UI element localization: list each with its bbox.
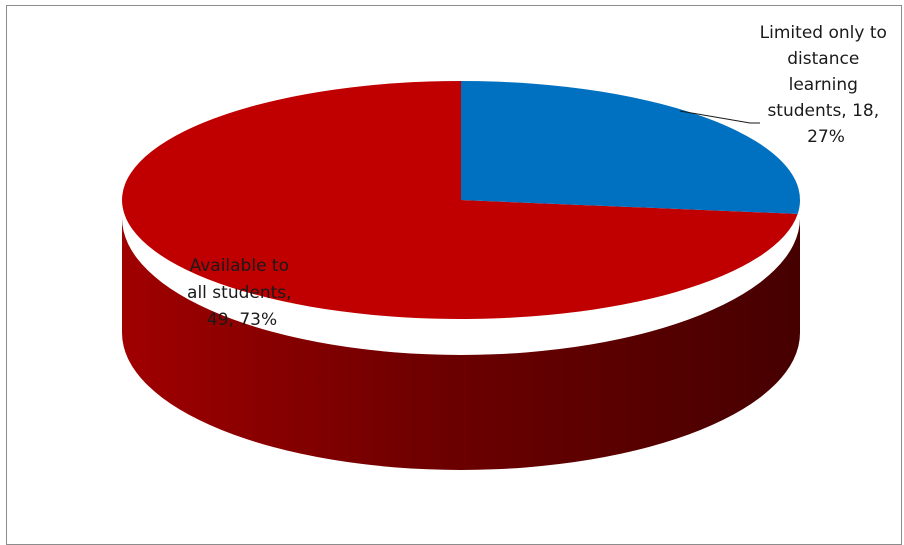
limited-slice-label: Limited only to distance learning studen… [760, 23, 893, 147]
limited-label-leader-line [679, 110, 760, 124]
pie-side-wall [122, 218, 800, 470]
available-slice-label: Available to all students, 49, 73% [187, 256, 297, 330]
slice-available-to-all [122, 81, 798, 319]
slice-limited-distance [461, 81, 801, 214]
